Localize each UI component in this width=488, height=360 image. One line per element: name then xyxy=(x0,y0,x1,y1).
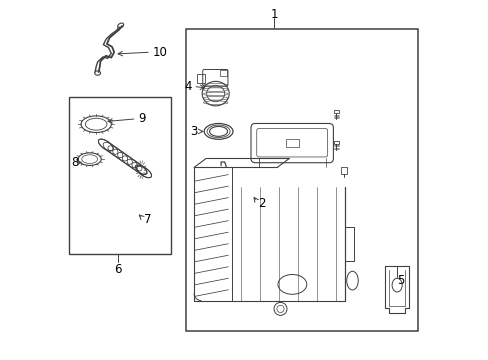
Text: 2: 2 xyxy=(258,197,265,210)
Text: 6: 6 xyxy=(114,263,122,276)
Text: 10: 10 xyxy=(152,46,167,59)
Text: 8: 8 xyxy=(71,156,78,169)
Text: 4: 4 xyxy=(184,80,192,93)
Bar xyxy=(285,139,298,147)
Bar xyxy=(340,167,347,174)
Text: 1: 1 xyxy=(270,8,278,21)
Text: 9: 9 xyxy=(138,112,145,125)
Bar xyxy=(333,110,338,113)
Text: 5: 5 xyxy=(397,274,404,287)
Bar xyxy=(333,141,338,144)
Text: 3: 3 xyxy=(190,125,197,138)
Text: 7: 7 xyxy=(144,213,152,226)
Bar xyxy=(69,97,171,254)
Bar xyxy=(186,29,418,331)
Bar xyxy=(220,70,226,76)
Bar xyxy=(197,74,204,83)
